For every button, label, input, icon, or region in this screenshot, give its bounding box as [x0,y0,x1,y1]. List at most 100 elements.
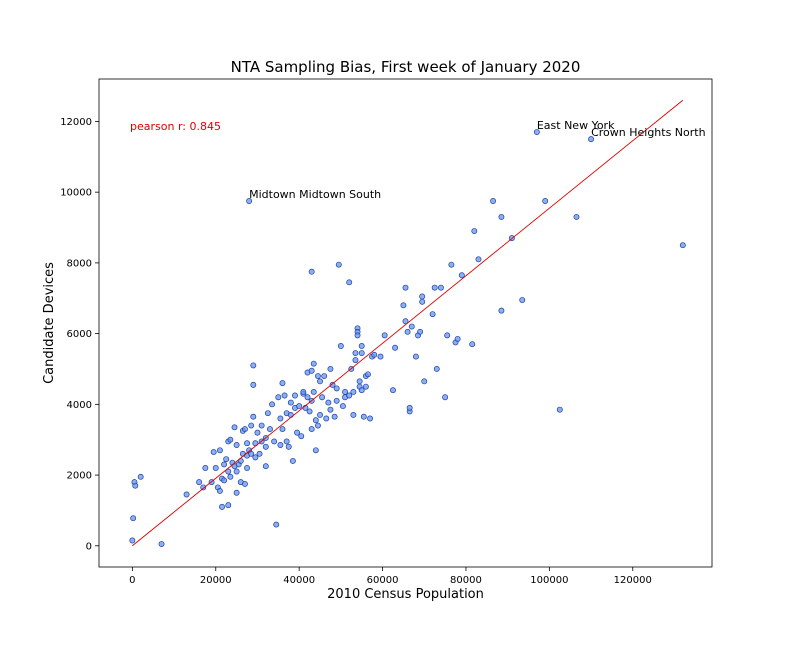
point-annotation: Midtown Midtown South [249,188,381,201]
data-point [279,426,286,433]
x-tick-label: 80000 [450,575,482,586]
data-point [242,426,248,433]
data-point [210,449,217,456]
data-point [327,406,334,413]
data-point [258,422,265,429]
y-tick-label: 10000 [60,188,92,199]
data-point [252,454,259,461]
data-point [356,378,363,385]
data-point [421,378,428,385]
data-point [346,279,353,286]
data-point [392,344,399,351]
data-point [248,422,255,429]
data-point [219,503,225,510]
data-point [352,357,359,364]
data-point [317,411,323,418]
data-point [444,332,451,339]
x-axis-label: 2010 Census Population [327,587,484,602]
data-point [381,332,388,339]
data-point [296,403,303,410]
data-point [310,360,317,367]
data-point [277,442,284,448]
data-point [319,394,326,401]
data-point [362,383,369,390]
data-point [429,311,436,318]
data-point [254,429,261,436]
data-point [250,381,257,388]
y-tick-label: 0 [86,541,92,552]
data-point [262,463,269,470]
data-point [196,479,203,486]
plot-area [129,99,686,547]
data-point [227,473,234,480]
data-point [281,392,288,399]
data-point [346,392,353,399]
data-point [233,468,240,475]
data-point [498,307,505,314]
data-point [308,426,315,433]
data-point [404,328,411,335]
point-annotation: East New York [537,119,615,132]
data-point [202,465,209,471]
data-point [314,422,321,429]
y-tick-label: 6000 [67,329,92,340]
data-point [256,450,263,457]
data-point [400,302,407,309]
data-point [250,413,257,420]
data-point [352,350,359,357]
data-point [292,392,298,399]
data-point [137,473,144,480]
data-point [312,417,319,424]
data-point [406,404,413,411]
y-tick-label: 2000 [67,471,92,482]
y-axis-label: Candidate Devices [42,262,57,384]
data-point [250,362,257,369]
data-point [679,242,686,249]
data-point [321,373,328,379]
data-point [200,484,207,491]
data-point [285,443,292,450]
data-point [298,433,305,440]
data-point [469,341,476,348]
x-tick-label: 20000 [200,575,232,586]
data-point [233,442,240,448]
data-point [588,136,595,143]
data-point [325,399,332,406]
data-point [294,429,301,436]
x-tick-label: 100000 [530,575,568,586]
data-point [287,399,294,406]
data-point [327,366,334,372]
data-point [490,198,497,204]
data-point [129,537,136,544]
data-point [246,198,253,204]
data-point [339,403,346,410]
data-point [371,351,378,358]
x-tick-label: 0 [129,575,135,586]
data-point [471,228,478,235]
data-point [277,415,284,422]
data-point [244,440,250,447]
data-point [360,413,367,420]
data-point [212,465,219,471]
y-tick-label: 4000 [67,400,92,411]
data-point [264,410,271,417]
data-point [314,373,321,379]
data-point [358,343,365,349]
data-point [419,298,426,305]
data-point [367,415,374,422]
data-point [221,461,228,468]
data-point [130,515,137,522]
x-tick-label: 40000 [283,575,315,586]
data-point [402,318,409,325]
data-point [283,438,290,445]
data-point [287,411,294,418]
data-point [216,488,223,494]
data-point [221,477,228,484]
data-point [273,521,280,528]
data-point [350,411,357,418]
data-point [275,394,282,401]
data-point [225,468,232,475]
data-point [279,380,286,387]
data-point [158,541,165,547]
